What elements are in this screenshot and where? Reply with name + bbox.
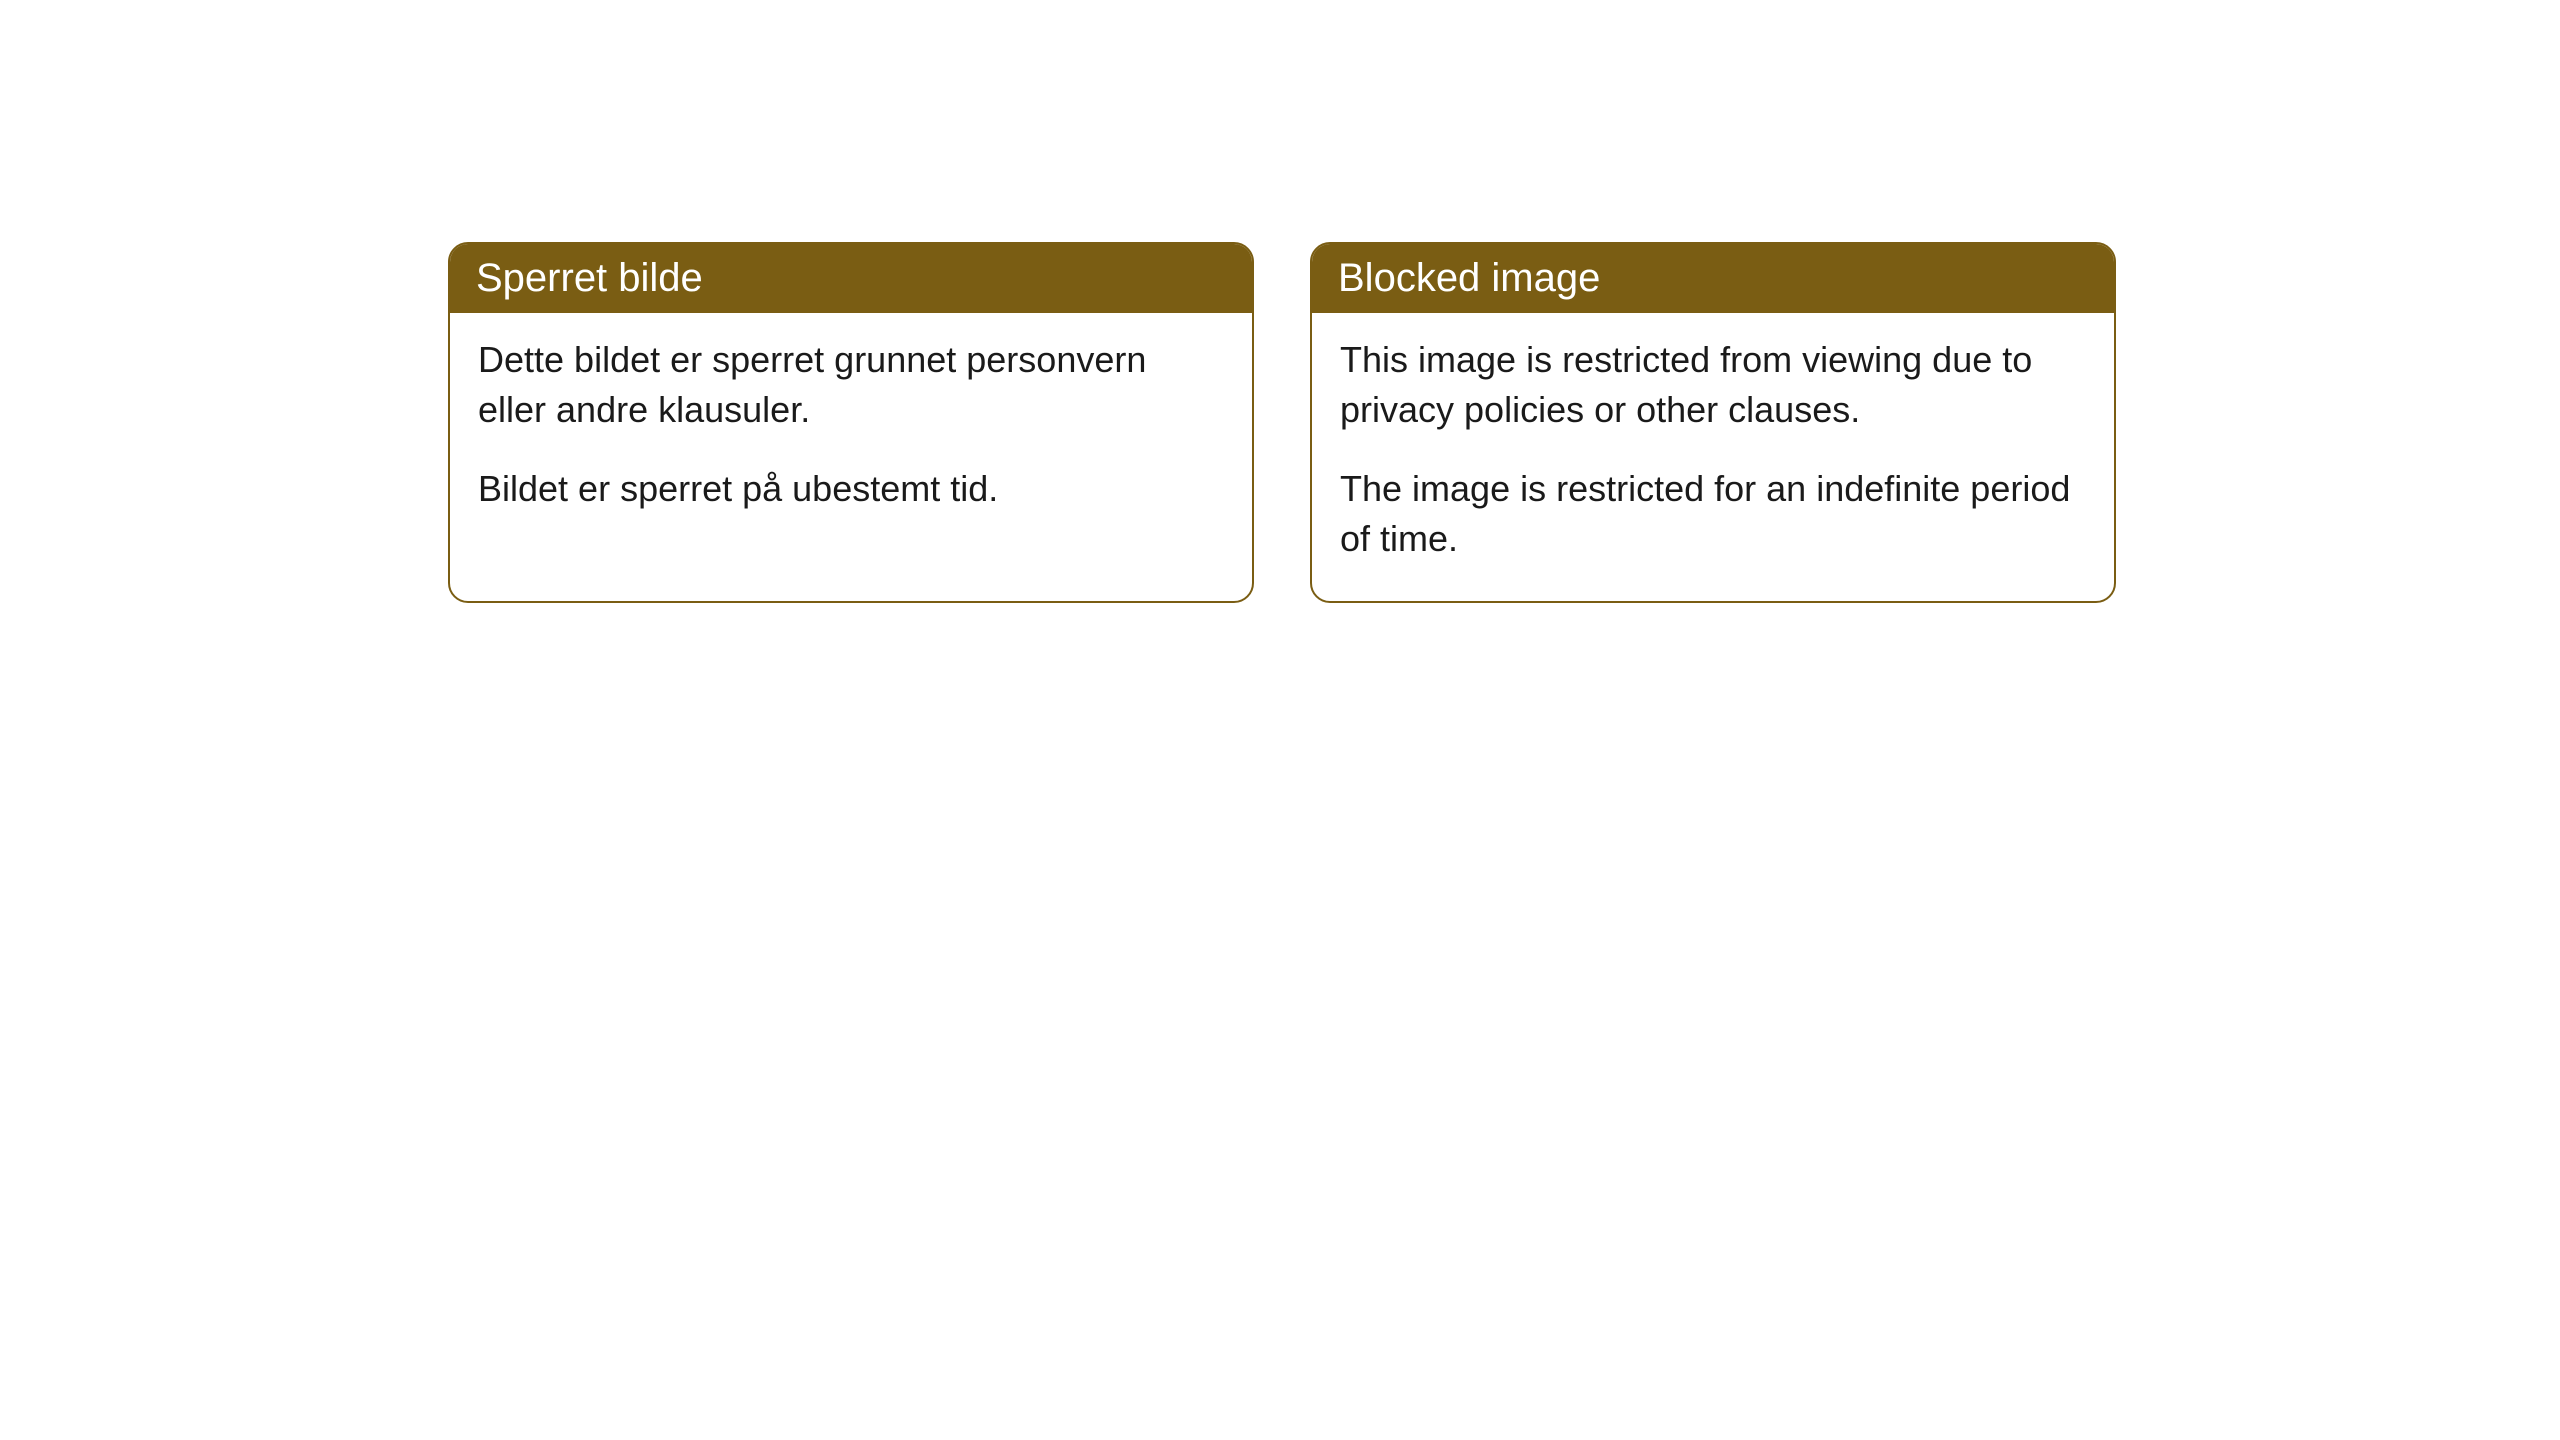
card-title: Blocked image <box>1338 256 1600 300</box>
card-paragraph-1: Dette bildet er sperret grunnet personve… <box>478 335 1224 436</box>
card-body-english: This image is restricted from viewing du… <box>1312 313 2114 601</box>
card-paragraph-2: Bildet er sperret på ubestemt tid. <box>478 464 1224 514</box>
card-header-norwegian: Sperret bilde <box>450 244 1252 313</box>
card-header-english: Blocked image <box>1312 244 2114 313</box>
card-paragraph-1: This image is restricted from viewing du… <box>1340 335 2086 436</box>
card-body-norwegian: Dette bildet er sperret grunnet personve… <box>450 313 1252 550</box>
card-title: Sperret bilde <box>476 256 703 300</box>
cards-container: Sperret bilde Dette bildet er sperret gr… <box>0 0 2560 603</box>
card-paragraph-2: The image is restricted for an indefinit… <box>1340 464 2086 565</box>
card-norwegian: Sperret bilde Dette bildet er sperret gr… <box>448 242 1254 603</box>
card-english: Blocked image This image is restricted f… <box>1310 242 2116 603</box>
